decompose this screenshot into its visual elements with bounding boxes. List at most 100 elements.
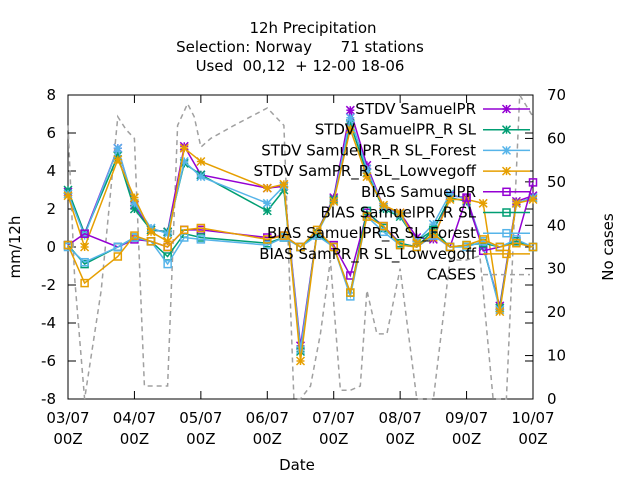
data-point — [262, 198, 272, 208]
legend-marker — [501, 166, 512, 176]
data-point — [478, 198, 488, 208]
y2-tick-label: 60 — [547, 129, 566, 147]
y2-tick-label: 50 — [547, 173, 566, 191]
data-point — [345, 105, 355, 115]
data-point — [163, 229, 173, 239]
legend-marker — [501, 125, 512, 135]
data-point — [395, 208, 405, 218]
y2-tick-label: 70 — [547, 86, 566, 104]
data-point — [478, 235, 488, 244]
legend-marker — [502, 228, 511, 238]
title-line-1: 12h Precipitation — [249, 19, 376, 37]
title-line-2: Selection: Norway 71 stations — [176, 38, 424, 56]
y-tick-label: 4 — [46, 162, 56, 180]
data-point — [113, 155, 123, 165]
y2-tick-label: 0 — [547, 390, 557, 408]
data-point — [346, 288, 355, 297]
data-point — [445, 242, 455, 252]
x-tick-label-time: 00Z — [385, 430, 414, 448]
legend-entry: STDV SamuelPR — [355, 100, 530, 118]
data-point — [146, 237, 156, 246]
legend-label: STDV SamuelPR — [355, 100, 476, 118]
x-tick-label-date: 04/07 — [113, 409, 156, 427]
data-point — [196, 223, 206, 233]
data-point — [295, 356, 306, 366]
data-point — [196, 172, 206, 182]
x-tick-label-date: 08/07 — [379, 409, 422, 427]
series-line — [67, 215, 534, 296]
y-tick-label: -6 — [41, 352, 56, 370]
y-tick-label: 2 — [46, 200, 56, 218]
legend-label: BIAS SamuelPR_R SL — [320, 204, 476, 223]
data-point — [80, 257, 89, 267]
legend-entry: STDV SamuelPR_R SL_Forest — [261, 141, 530, 160]
x-tick-label-date: 09/07 — [445, 409, 488, 427]
data-point — [263, 240, 272, 250]
data-point — [113, 252, 123, 261]
y-tick-label: 8 — [46, 86, 56, 104]
data-point — [345, 124, 355, 134]
data-point — [379, 221, 388, 231]
y-tick-label: -4 — [41, 314, 56, 332]
data-point — [379, 227, 388, 237]
data-point — [445, 194, 455, 205]
data-point — [262, 183, 272, 193]
y-tick-label: 6 — [46, 124, 56, 142]
data-point — [345, 113, 355, 123]
legend-entry: CASES — [427, 266, 530, 284]
legend-marker — [502, 187, 511, 197]
data-point — [63, 240, 73, 250]
legend-marker — [501, 104, 512, 114]
x-tick-label-time: 00Z — [53, 430, 82, 448]
x-tick-label-date: 03/07 — [46, 409, 89, 427]
data-point — [196, 156, 206, 167]
data-point — [130, 231, 139, 240]
data-point — [362, 172, 372, 182]
legend-entry: BIAS SamuelPR_R SL — [320, 204, 530, 223]
x-tick-label-date: 06/07 — [246, 409, 289, 427]
data-point — [329, 196, 339, 206]
legend-label: BIAS SamuelPR — [361, 183, 476, 201]
data-point — [163, 242, 172, 252]
data-point — [379, 200, 389, 210]
legend-label: STDV SamPR_R SL_Lowvegoff — [253, 162, 476, 181]
legend-marker — [502, 249, 511, 259]
series-line-cases — [67, 92, 534, 400]
data-point — [462, 193, 471, 202]
data-point — [295, 345, 306, 355]
data-point — [263, 235, 272, 244]
title-line-3: Used 00,12 + 12-00 18-06 — [196, 57, 405, 75]
data-point — [329, 242, 338, 252]
series-layer — [63, 92, 538, 400]
y2-axis-ticks: 0 10 20 30 40 50 60 70 — [525, 86, 566, 408]
data-point — [312, 225, 322, 235]
data-point — [262, 206, 272, 216]
data-point — [312, 231, 322, 240]
x-tick-label-date: 05/07 — [179, 409, 222, 427]
y2-tick-label: 40 — [547, 216, 566, 234]
legend-label: STDV SamuelPR_R SL_Forest — [261, 141, 476, 160]
data-point — [113, 242, 123, 252]
data-point — [180, 225, 189, 235]
data-point — [146, 227, 156, 237]
series-7 — [63, 212, 538, 297]
y-axis-ticks: -8 -6 -4 -2 0 2 4 6 8 — [41, 86, 533, 408]
data-point — [362, 206, 372, 216]
data-point — [462, 240, 471, 250]
legend-marker — [501, 145, 512, 155]
data-point — [179, 143, 189, 153]
legend-entry: BIAS SamuelPR_R SL_Forest — [267, 224, 530, 243]
data-point — [279, 179, 289, 189]
data-point — [196, 235, 206, 244]
legend-label: BIAS SamuelPR_R SL_Forest — [267, 224, 476, 243]
data-point — [495, 242, 505, 252]
data-point — [129, 193, 139, 203]
data-point — [80, 229, 89, 238]
data-point — [528, 178, 538, 187]
data-point — [80, 242, 90, 252]
chart-title: 12h Precipitation Selection: Norway 71 s… — [176, 19, 424, 75]
data-point — [511, 198, 521, 208]
data-point — [163, 259, 172, 269]
